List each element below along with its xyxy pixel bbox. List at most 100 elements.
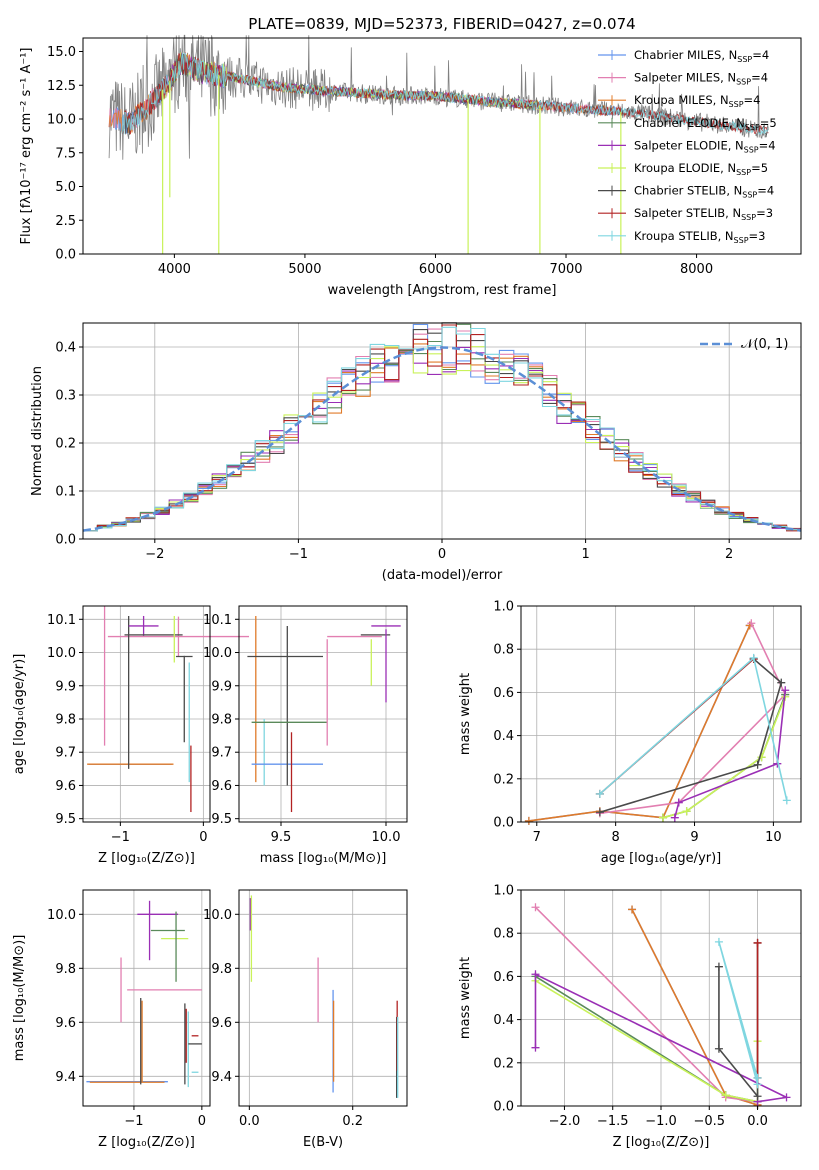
massweight-vs-z-ytick-label: 0.0 bbox=[493, 1100, 514, 1115]
spectrum-ytick-label: 12.5 bbox=[47, 79, 76, 94]
massweight-vs-age-ytick-label: 0.4 bbox=[493, 729, 514, 744]
mass-vs-z-xtick-label: −1 bbox=[124, 1114, 143, 1129]
age-vs-z-xlabel: Z [log₁₀(Z/Z⊙)] bbox=[98, 851, 195, 866]
spectrum-legend: Chabrier MILES, NSSP=4 Salpeter MILES, NS… bbox=[598, 48, 777, 245]
legend-label-subscript: SSP bbox=[745, 123, 760, 132]
spectrum-xtick-label: 8000 bbox=[680, 262, 713, 277]
spectrum-ytick-label: 15.0 bbox=[47, 45, 76, 60]
weight-series-line bbox=[528, 625, 751, 822]
legend-label: Salpeter MILES, NSSP=4 bbox=[634, 71, 768, 87]
mass-vs-ebv-xtick-label: 0.0 bbox=[239, 1114, 260, 1129]
weight-point-marker bbox=[749, 653, 758, 662]
age-vs-z-ytick-label: 9.6 bbox=[55, 779, 76, 794]
spectrum-panel: PLATE=0839, MJD=52373, FIBERID=0427, z=0… bbox=[19, 15, 802, 298]
age-vs-z-xtick-label: −1 bbox=[111, 830, 130, 845]
residual-xlabel: (data-model)/error bbox=[382, 568, 503, 583]
legend-label-tail: =4 bbox=[744, 93, 761, 107]
mass-vs-z-ylabel: mass [log₁₀(M/M⊙)] bbox=[12, 935, 27, 1062]
mass-vs-ebv-grid bbox=[239, 890, 407, 1106]
legend-label: Kroupa STELIB, NSSP=3 bbox=[634, 229, 765, 245]
residual-data-layer bbox=[82, 322, 802, 532]
massweight-vs-age-xtick-label: 7 bbox=[533, 830, 541, 845]
mass-vs-ebv-ytick-label: 10.0 bbox=[203, 908, 232, 923]
age-vs-z-ytick-label: 9.8 bbox=[55, 712, 76, 727]
mass-vs-z-ytick-label: 9.4 bbox=[55, 1070, 76, 1085]
age-vs-mass-data-layer bbox=[247, 615, 401, 813]
weight-point-marker bbox=[531, 1043, 540, 1052]
age-vs-mass-xtick-label: 9.5 bbox=[271, 830, 292, 845]
age-vs-z-ytick-label: 9.9 bbox=[55, 679, 76, 694]
massweight-vs-z-ytick-label: 0.6 bbox=[493, 970, 514, 985]
legend-label: Salpeter ELODIE, NSSP=4 bbox=[634, 138, 776, 154]
residual-ytick-label: 0.3 bbox=[55, 389, 76, 404]
legend-label: Chabrier MILES, NSSP=4 bbox=[634, 48, 769, 64]
mass-vs-ebv-ytick-label: 9.8 bbox=[211, 962, 232, 977]
mass-vs-z-data-layer bbox=[86, 900, 202, 1088]
mass-vs-ebv-xtick-label: 0.2 bbox=[342, 1114, 363, 1129]
legend-label-tail: =5 bbox=[751, 161, 768, 175]
age-vs-z-ytick-label: 9.5 bbox=[55, 812, 76, 827]
legend-label-tail: =4 bbox=[759, 138, 776, 152]
weight-point-marker bbox=[714, 1044, 723, 1053]
legend-label-subscript: SSP bbox=[741, 213, 756, 222]
mass-vs-ebv-ytick-label: 9.6 bbox=[211, 1016, 232, 1031]
mass-vs-ebv-xlabel: E(B-V) bbox=[303, 1135, 343, 1150]
massweight-vs-z-ytick-label: 0.8 bbox=[493, 927, 514, 942]
age-vs-z-ylabel: age [log₁₀(age/yr)] bbox=[12, 654, 27, 775]
spectrum-ytick-label: 0.0 bbox=[55, 248, 76, 263]
residual-histogram-step bbox=[83, 326, 801, 532]
residual-ytick-label: 0.1 bbox=[55, 485, 76, 500]
spectrum-xtick-label: 4000 bbox=[158, 262, 191, 277]
residual-xtick-label: 2 bbox=[725, 547, 733, 562]
age-vs-z-ytick-label: 10.0 bbox=[47, 646, 76, 661]
spectrum-ytick-label: 5.0 bbox=[55, 180, 76, 195]
residual-xtick-label: −2 bbox=[145, 547, 164, 562]
massweight-vs-age-ytick-label: 1.0 bbox=[493, 600, 514, 615]
massweight-vs-age-panel: 7 8 9 10 0.0 0.2 0.4 0.6 0.8 1.0 age [log₁₀(age/yr… bbox=[458, 600, 802, 866]
massweight-vs-age-xtick-label: 9 bbox=[690, 830, 698, 845]
mass-vs-ebv-ytick-label: 9.4 bbox=[211, 1070, 232, 1085]
age-vs-mass-xlabel: mass [log₁₀(M/M⊙)] bbox=[260, 851, 387, 866]
legend-label-tail: =5 bbox=[760, 116, 777, 130]
massweight-vs-z-ytick-label: 1.0 bbox=[493, 884, 514, 899]
massweight-vs-z-xtick-label: −0.5 bbox=[693, 1114, 725, 1129]
weight-point-marker bbox=[781, 686, 790, 695]
legend-label-subscript: SSP bbox=[736, 168, 751, 177]
residual-legend: 𝒩(0, 1) bbox=[700, 337, 788, 352]
weight-point-marker bbox=[595, 808, 604, 817]
spectrum-ytick-label: 2.5 bbox=[55, 214, 76, 229]
model-spectrum-line bbox=[121, 52, 769, 135]
weight-point-marker bbox=[757, 753, 766, 762]
weight-series-line bbox=[674, 690, 787, 818]
massweight-vs-z-xtick-label: −1.5 bbox=[597, 1114, 629, 1129]
massweight-vs-z-xtick-label: −1.0 bbox=[645, 1114, 677, 1129]
mass-vs-ebv-panel: 0.0 0.2 9.4 9.6 9.8 10.0 E(B-V) bbox=[203, 889, 408, 1150]
mass-vs-ebv-frame bbox=[238, 889, 408, 1107]
legend-label-subscript: SSP bbox=[742, 191, 757, 200]
weight-point-marker bbox=[658, 813, 667, 822]
legend-label-tail: =3 bbox=[749, 229, 766, 243]
weight-point-marker bbox=[714, 937, 723, 946]
mass-vs-ebv-data-layer bbox=[249, 895, 399, 1098]
massweight-vs-z-panel: −2.0 −1.5 −1.0 −0.5 0.0 0.0 0.2 0.4 0.6 0.8 1.0 Z [… bbox=[458, 884, 802, 1150]
residual-ytick-label: 0.4 bbox=[55, 341, 76, 356]
massweight-vs-z-data-layer bbox=[531, 903, 791, 1109]
massweight-vs-age-ylabel: mass weight bbox=[458, 673, 473, 755]
legend-label-subscript: SSP bbox=[737, 55, 752, 64]
massweight-vs-z-ytick-label: 0.4 bbox=[493, 1013, 514, 1028]
age-vs-mass-ytick-label: 10.1 bbox=[203, 613, 232, 628]
weight-point-marker bbox=[747, 619, 756, 628]
massweight-vs-age-xtick-label: 10 bbox=[765, 830, 782, 845]
weight-point-marker bbox=[682, 807, 691, 816]
age-vs-z-ytick-label: 9.7 bbox=[55, 746, 76, 761]
normal-legend-label: 𝒩(0, 1) bbox=[741, 337, 788, 352]
mass-vs-z-ytick-label: 9.8 bbox=[55, 962, 76, 977]
massweight-vs-age-data-layer bbox=[524, 619, 791, 825]
massweight-vs-age-xlabel: age [log₁₀(age/yr)] bbox=[601, 851, 722, 866]
spectrum-ylabel: Flux [fλ10⁻¹⁷ erg cm⁻² s⁻¹ A⁻¹] bbox=[19, 48, 34, 245]
massweight-vs-age-ytick-label: 0.8 bbox=[493, 643, 514, 658]
weight-point-marker bbox=[674, 798, 683, 807]
weight-point-marker bbox=[753, 1092, 762, 1101]
residual-panel: −2 −1 0 1 2 0.0 0.1 0.2 0.3 0.4 (data-model)/erro… bbox=[30, 322, 802, 583]
